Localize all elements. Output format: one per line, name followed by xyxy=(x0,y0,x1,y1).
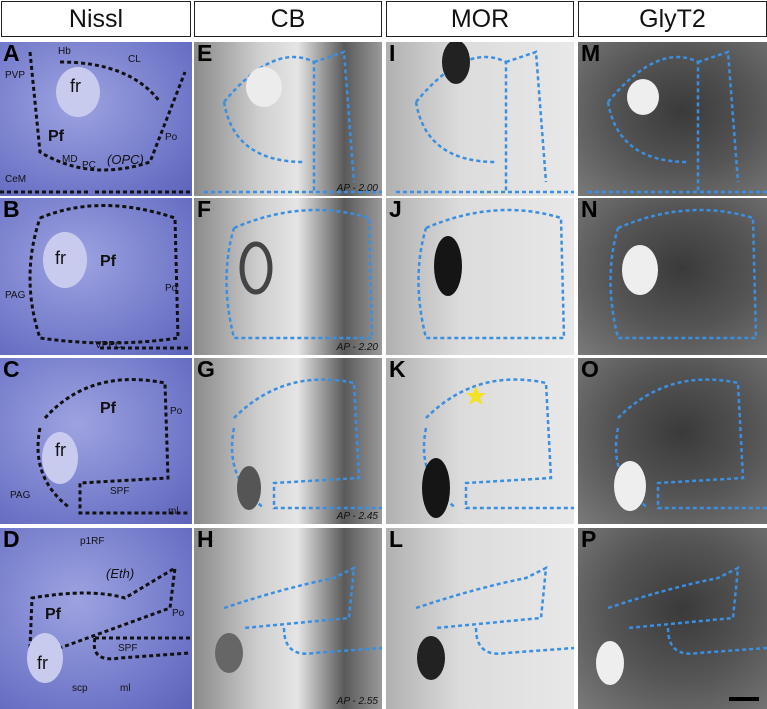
region-label: scp xyxy=(72,683,88,694)
region-label: Pf xyxy=(48,128,64,145)
region-label: Po xyxy=(165,132,178,143)
region-label: CeM xyxy=(5,174,27,185)
panel-g: G AP - 2.45 xyxy=(194,358,382,524)
ap-coordinate-label: AP - 2.45 xyxy=(336,511,378,522)
panel-letter: N xyxy=(581,198,598,222)
panel-letter: A xyxy=(3,42,20,66)
panel-letter: F xyxy=(197,198,212,222)
region-label: Po xyxy=(170,406,183,417)
panel-l: L xyxy=(386,528,574,709)
panel-n: N xyxy=(578,198,767,355)
panel-o: O xyxy=(578,358,767,524)
region-label: VPPC xyxy=(95,340,123,351)
panel-letter: G xyxy=(197,358,215,382)
region-label: fr xyxy=(55,248,66,268)
region-label: fr xyxy=(70,76,81,96)
panel-c: C Pf Po fr SPF PAG ml xyxy=(0,358,192,524)
panel-j: J xyxy=(386,198,574,355)
region-label: MD xyxy=(62,154,78,165)
scale-bar xyxy=(729,697,759,701)
panel-i: I xyxy=(386,42,574,196)
region-label: Po xyxy=(172,608,185,619)
ap-coordinate-label: AP - 2.55 xyxy=(336,696,378,707)
region-label: PAG xyxy=(5,290,26,301)
region-label: Po xyxy=(165,283,178,294)
panel-f: F AP - 2.20 xyxy=(194,198,382,355)
panel-letter: I xyxy=(389,42,396,66)
panel-a: A Hb CL PVP fr Pf Po MD PC (OPC) CeM xyxy=(0,42,192,196)
region-label: ml xyxy=(120,683,131,694)
panel-letter: B xyxy=(3,198,20,222)
region-label: SPF xyxy=(118,643,138,654)
ap-coordinate-label: AP - 2.20 xyxy=(336,342,378,353)
panel-m: M xyxy=(578,42,767,196)
panel-e: E AP - 2.00 xyxy=(194,42,382,196)
region-label: SPF xyxy=(110,486,130,497)
panel-letter: D xyxy=(3,528,20,552)
region-label: PC xyxy=(82,160,96,171)
region-label: p1RF xyxy=(80,536,105,547)
panel-letter: E xyxy=(197,42,213,66)
region-label: PAG xyxy=(10,490,31,501)
panel-letter: H xyxy=(197,528,214,552)
panel-k: K xyxy=(386,358,574,524)
region-label: CL xyxy=(128,54,141,65)
panel-p: P xyxy=(578,528,767,709)
region-label: Hb xyxy=(58,46,71,57)
panel-letter: M xyxy=(581,42,601,66)
panel-letter: J xyxy=(389,198,402,222)
panel-h: H AP - 2.55 xyxy=(194,528,382,709)
panel-b: B fr Pf Po PAG VPPC xyxy=(0,198,192,355)
region-label: fr xyxy=(37,653,48,673)
region-label: ml xyxy=(168,506,179,517)
region-label: (Eth) xyxy=(106,566,135,581)
region-label: fr xyxy=(55,440,66,460)
header-cb: CB xyxy=(194,1,382,37)
region-label: PVP xyxy=(5,70,26,81)
region-label: (OPC) xyxy=(107,152,144,167)
panel-letter: P xyxy=(581,528,597,552)
ap-coordinate-label: AP - 2.00 xyxy=(336,183,378,194)
panel-letter: C xyxy=(3,358,20,382)
region-label: Pf xyxy=(100,400,116,417)
region-label: Pf xyxy=(100,253,116,270)
panel-letter: O xyxy=(581,358,599,382)
region-label: Pf xyxy=(45,606,61,623)
star-marker xyxy=(466,386,486,405)
panel-letter: L xyxy=(389,528,404,552)
header-mor: MOR xyxy=(386,1,574,37)
panel-d: D p1RF (Eth) Pf Po SPF fr scp ml xyxy=(0,528,192,709)
header-nissl: Nissl xyxy=(1,1,191,37)
panel-letter: K xyxy=(389,358,406,382)
header-glyt2: GlyT2 xyxy=(578,1,767,37)
